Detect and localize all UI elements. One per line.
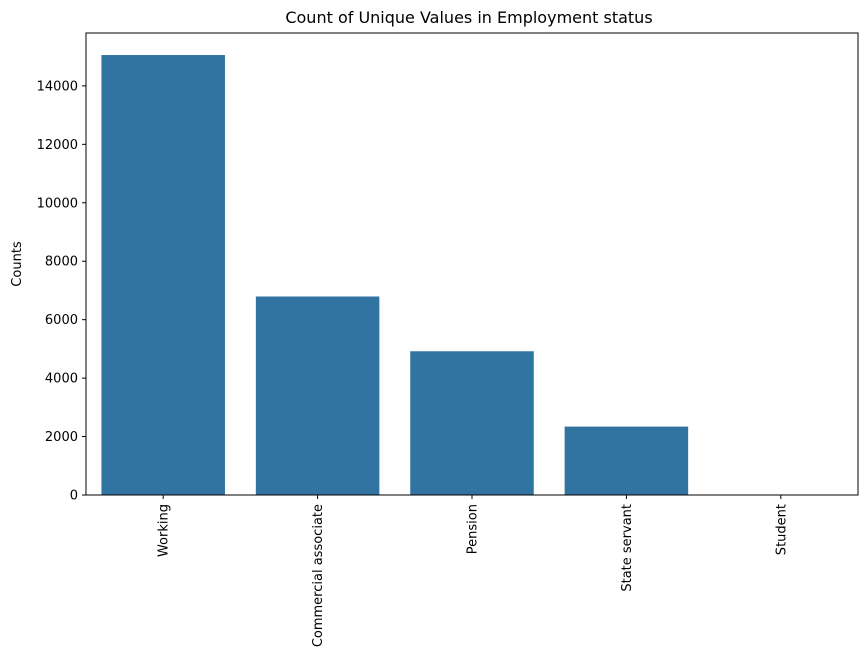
x-tick-label: Student — [774, 504, 789, 555]
x-tick-label: Working — [157, 504, 172, 557]
y-tick-label: 4000 — [45, 372, 78, 387]
x-tick-label: Commercial associate — [311, 504, 326, 647]
x-tick-label: State servant — [620, 504, 635, 592]
plot-area: 0 2000 4000 6000 8000 10000 12000 14000 Working C… — [37, 33, 858, 647]
y-tick-label: 6000 — [45, 313, 78, 328]
bar-working — [101, 55, 225, 495]
y-tick-label: 14000 — [37, 79, 78, 94]
chart-title: Count of Unique Values in Employment sta… — [285, 8, 652, 27]
y-tick-label: 10000 — [37, 196, 78, 211]
bar-pension — [410, 351, 534, 495]
y-tick-label: 2000 — [45, 430, 78, 445]
y-tick-label: 12000 — [37, 138, 78, 153]
x-tick-label: Pension — [466, 504, 481, 554]
y-axis-title: Counts — [10, 241, 25, 287]
bar-commercial-associate — [256, 296, 380, 495]
bar-state-servant — [565, 427, 689, 495]
y-tick-label: 8000 — [45, 255, 78, 270]
y-tick-label: 0 — [70, 489, 78, 504]
